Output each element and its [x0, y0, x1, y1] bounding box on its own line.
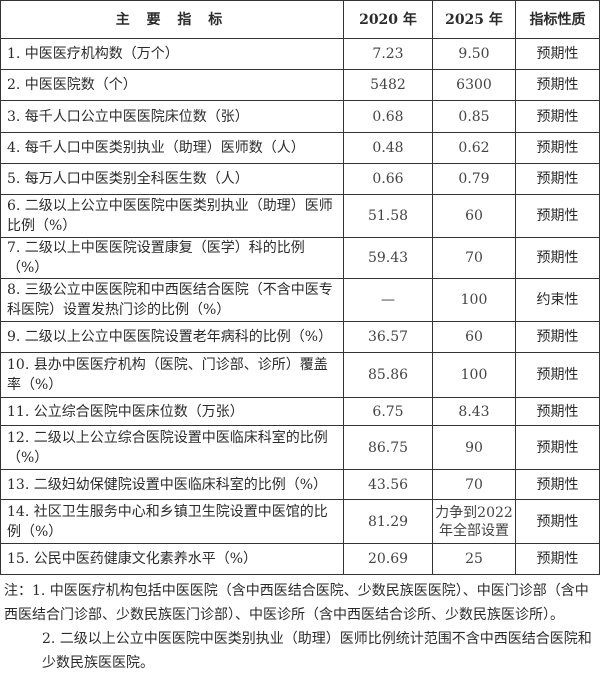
value-2020-cell: 5482 [343, 69, 433, 101]
indicators-table: 主 要 指 标 2020 年 2025 年 指标性质 1. 中医医疗机构数（万个… [0, 0, 600, 575]
value-2020-cell: 43.56 [343, 469, 433, 500]
nature-cell: 预期性 [515, 132, 600, 164]
value-2025-cell: 70 [432, 237, 516, 279]
value-2020-cell: 85.86 [343, 352, 433, 398]
table-row: 5. 每万人口中医类别全科医生数（人） 0.66 0.79 预期性 [0, 163, 600, 195]
nature-cell: 预期性 [515, 352, 600, 398]
value-2025-cell: 100 [432, 352, 516, 398]
table-row: 11. 公立综合医院中医床位数（万张） 6.75 8.43 预期性 [0, 397, 600, 426]
value-2020-cell: 51.58 [343, 194, 433, 238]
nature-cell: 预期性 [515, 69, 600, 101]
value-2025-cell: 70 [432, 469, 516, 500]
header-2025: 2025 年 [432, 0, 516, 39]
nature-cell: 预期性 [515, 38, 600, 70]
value-2025-cell: 100 [432, 278, 516, 322]
note-1: 注：1. 中医医疗机构包括中医医院（含中西医结合医院、少数民族医医院）、中医门诊… [4, 583, 589, 623]
header-nature: 指标性质 [515, 0, 600, 39]
table-row: 3. 每千人口公立中医医院床位数（张） 0.68 0.85 预期性 [0, 100, 600, 133]
indicator-cell: 1. 中医医疗机构数（万个） [0, 38, 344, 70]
indicator-cell: 9. 二级以上公立中医医院设置老年病科的比例（%） [0, 321, 344, 353]
value-2025-cell: 6300 [432, 69, 516, 101]
table-row: 15. 公民中医药健康文化素养水平（%） 20.69 25 预期性 [0, 543, 600, 575]
header-2020: 2020 年 [343, 0, 433, 39]
value-2025-cell: 8.43 [432, 397, 516, 426]
value-2025-cell: 25 [432, 543, 516, 575]
nature-cell: 预期性 [515, 237, 600, 279]
value-2020-cell: 0.66 [343, 163, 433, 195]
header-indicator: 主 要 指 标 [0, 0, 344, 39]
value-2025-cell: 90 [432, 425, 516, 470]
value-2020-cell: 86.75 [343, 425, 433, 470]
value-2020-cell: — [343, 278, 433, 322]
nature-cell: 预期性 [515, 397, 600, 426]
table-row: 6. 二级以上公立中医医院中医类别执业（助理）医师比例（%） 51.58 60 预期性 [0, 194, 600, 238]
value-2020-cell: 36.57 [343, 321, 433, 353]
table-row: 7. 二级以上中医医院设置康复（医学）科的比例（%） 59.43 70 预期性 [0, 237, 600, 279]
notes-prefix: 注： [4, 583, 32, 599]
table-header-row: 主 要 指 标 2020 年 2025 年 指标性质 [0, 0, 600, 39]
indicator-cell: 12. 二级以上公立综合医院设置中医临床科室的比例（%） [0, 425, 344, 470]
value-2020-cell: 6.75 [343, 397, 433, 426]
indicator-cell: 11. 公立综合医院中医床位数（万张） [0, 397, 344, 426]
indicator-cell: 15. 公民中医药健康文化素养水平（%） [0, 543, 344, 575]
table-row: 9. 二级以上公立中医医院设置老年病科的比例（%） 36.57 60 预期性 [0, 321, 600, 353]
table-row: 13. 二级妇幼保健院设置中医临床科室的比例（%） 43.56 70 预期性 [0, 469, 600, 500]
value-2020-cell: 81.29 [343, 499, 433, 544]
value-2025-cell: 60 [432, 321, 516, 353]
table-row: 4. 每千人口中医类别执业（助理）医师数（人） 0.48 0.62 预期性 [0, 132, 600, 164]
value-2020-cell: 7.23 [343, 38, 433, 70]
nature-cell: 预期性 [515, 100, 600, 133]
indicator-cell: 6. 二级以上公立中医医院中医类别执业（助理）医师比例（%） [0, 194, 344, 238]
value-2025-cell: 60 [432, 194, 516, 238]
table-row: 12. 二级以上公立综合医院设置中医临床科室的比例（%） 86.75 90 预期性 [0, 425, 600, 470]
indicator-cell: 13. 二级妇幼保健院设置中医临床科室的比例（%） [0, 469, 344, 500]
nature-cell: 约束性 [515, 278, 600, 322]
value-2020-cell: 0.68 [343, 100, 433, 133]
note-2: 2. 二级以上公立中医医院中医类别执业（助理）医师比例统计范围不含中西医结合医院… [42, 631, 592, 671]
value-2025-cell: 0.62 [432, 132, 516, 164]
nature-cell: 预期性 [515, 321, 600, 353]
value-2020-cell: 0.48 [343, 132, 433, 164]
indicator-cell: 8. 三级公立中医医院和中西医结合医院（不含中医专科医院）设置发热门诊的比例（%… [0, 278, 344, 322]
value-2025-cell: 0.85 [432, 100, 516, 133]
notes: 注：1. 中医医疗机构包括中医医院（含中西医结合医院、少数民族医医院）、中医门诊… [0, 579, 600, 675]
table-row: 2. 中医医院数（个） 5482 6300 预期性 [0, 69, 600, 101]
table-row: 10. 县办中医医疗机构（医院、门诊部、诊所）覆盖率（%） 85.86 100 预期性 [0, 352, 600, 398]
nature-cell: 预期性 [515, 425, 600, 470]
table-row: 1. 中医医疗机构数（万个） 7.23 9.50 预期性 [0, 38, 600, 70]
table-row: 8. 三级公立中医医院和中西医结合医院（不含中医专科医院）设置发热门诊的比例（%… [0, 278, 600, 322]
nature-cell: 预期性 [515, 194, 600, 238]
table-row: 14. 社区卫生服务中心和乡镇卫生院设置中医馆的比例（%） 81.29 力争到202… [0, 499, 600, 544]
value-2020-cell: 20.69 [343, 543, 433, 575]
indicator-cell: 14. 社区卫生服务中心和乡镇卫生院设置中医馆的比例（%） [0, 499, 344, 544]
indicator-cell: 10. 县办中医医疗机构（医院、门诊部、诊所）覆盖率（%） [0, 352, 344, 398]
indicator-cell: 2. 中医医院数（个） [0, 69, 344, 101]
nature-cell: 预期性 [515, 543, 600, 575]
indicator-cell: 3. 每千人口公立中医医院床位数（张） [0, 100, 344, 133]
value-2025-cell: 力争到2022年全部设置 [432, 499, 516, 544]
value-2020-cell: 59.43 [343, 237, 433, 279]
indicator-cell: 5. 每万人口中医类别全科医生数（人） [0, 163, 344, 195]
value-2025-cell: 9.50 [432, 38, 516, 70]
nature-cell: 预期性 [515, 163, 600, 195]
value-2025-cell: 0.79 [432, 163, 516, 195]
nature-cell: 预期性 [515, 499, 600, 544]
indicator-cell: 4. 每千人口中医类别执业（助理）医师数（人） [0, 132, 344, 164]
indicator-cell: 7. 二级以上中医医院设置康复（医学）科的比例（%） [0, 237, 344, 279]
nature-cell: 预期性 [515, 469, 600, 500]
